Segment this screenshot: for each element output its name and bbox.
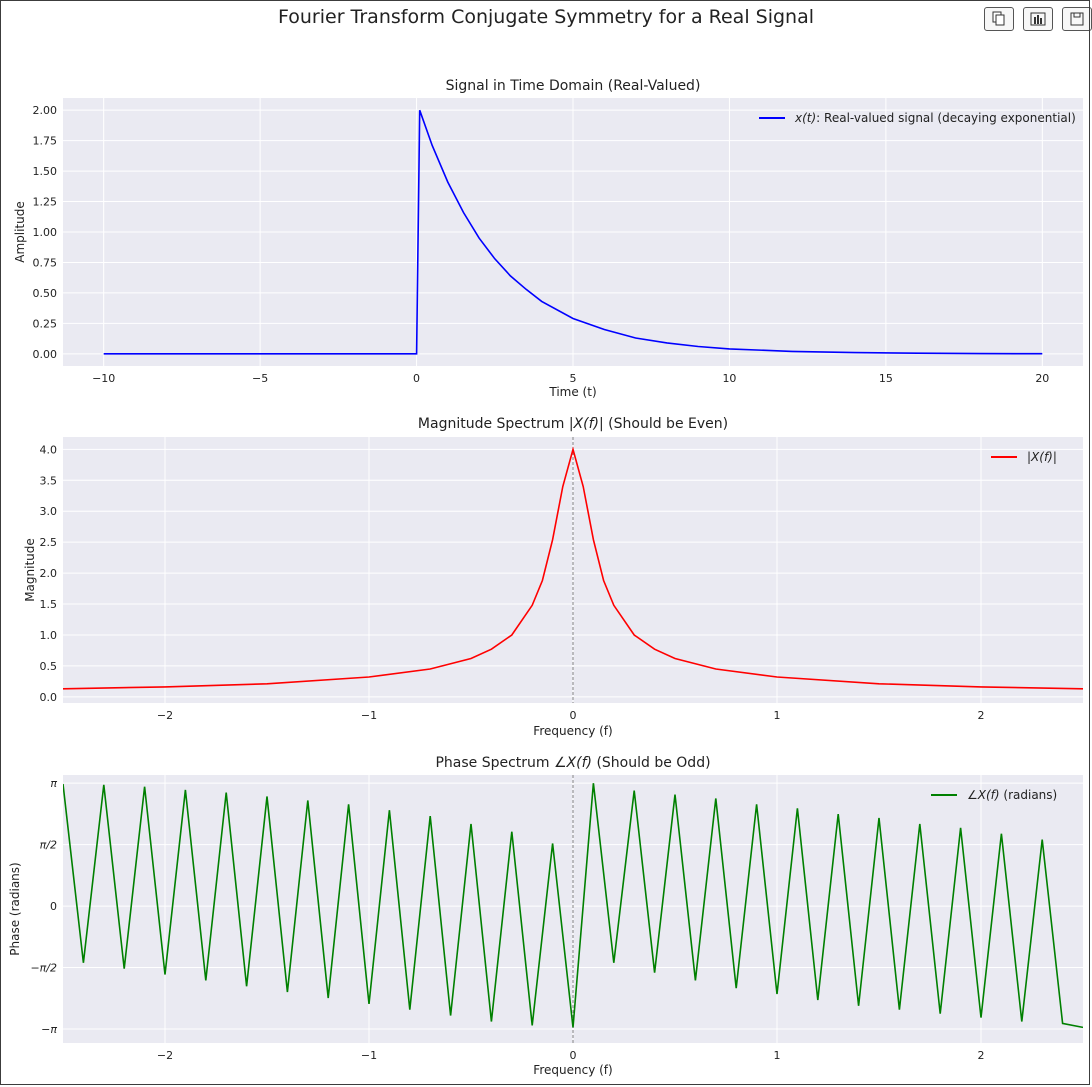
x-tick-label: −5 (252, 372, 268, 385)
x-tick-label: 2 (978, 709, 985, 722)
x-axis-label: Frequency (f) (533, 1063, 612, 1077)
x-tick-label: 5 (570, 372, 577, 385)
x-tick-label: 0 (413, 372, 420, 385)
y-tick-label: 1.25 (33, 196, 58, 209)
x-axis-label: Time (t) (548, 385, 596, 399)
figure-title: Fourier Transform Conjugate Symmetry for… (278, 6, 814, 28)
x-axis-label: Frequency (f) (533, 724, 612, 738)
y-axis-label: Magnitude (23, 538, 37, 602)
subplot-1: −10 −5 0 5 10 15 20 0.00 0.25 0.50 0.75 1.00 1.25 1.5… (13, 78, 1083, 399)
x-tick-label: 0 (570, 709, 577, 722)
subplot-title: Magnitude Spectrum |X(f)| (Should be Eve… (418, 416, 728, 432)
series-line (103, 109, 1043, 355)
copy-button[interactable] (984, 7, 1014, 31)
x-tick-label: 2 (978, 1049, 985, 1062)
y-tick-label: −π (41, 1023, 57, 1036)
x-tick-label: 1 (774, 1049, 781, 1062)
toolbar (984, 7, 1092, 31)
y-tick-label: 0.75 (33, 256, 58, 269)
y-tick-label: 2.5 (40, 536, 58, 549)
x-tick-label: 10 (722, 372, 736, 385)
legend: ∠X(f) (radians) (931, 788, 1057, 802)
copy-icon (992, 11, 1005, 26)
chart-button[interactable] (1023, 7, 1053, 31)
legend-label: |X(f)| (1027, 450, 1057, 464)
bar-chart-icon (1030, 12, 1046, 26)
y-tick-label: π/2 (40, 839, 57, 852)
legend: |X(f)| (991, 450, 1057, 464)
y-tick-label: 3.5 (40, 474, 58, 487)
x-tick-label: −2 (157, 1049, 173, 1062)
x-tick-label: −1 (361, 709, 377, 722)
subplot-3: −2 −1 0 1 2 −π −π/2 0 π/2 π Phase Spectrum ∠X(f) (… (8, 755, 1083, 1077)
legend-label: ∠X(f) (radians) (967, 788, 1057, 802)
y-tick-label: π (50, 777, 57, 790)
y-axis-label: Phase (radians) (8, 862, 22, 955)
save-button[interactable] (1062, 7, 1092, 31)
y-axis-label: Amplitude (13, 201, 27, 263)
x-tick-label: 0 (570, 1049, 577, 1062)
series-line (63, 783, 1083, 1029)
x-tick-label: −1 (361, 1049, 377, 1062)
y-tick-label: 0.25 (33, 317, 58, 330)
y-tick-label: 2.00 (33, 104, 58, 117)
y-tick-label: −π/2 (30, 962, 57, 975)
y-tick-label: 1.5 (40, 598, 58, 611)
x-tick-label: 1 (774, 709, 781, 722)
y-tick-label: 0.00 (33, 348, 58, 361)
y-tick-label: 4.0 (40, 443, 58, 456)
y-tick-label: 1.75 (33, 135, 58, 148)
legend-label: x(t): Real-valued signal (decaying expon… (794, 111, 1076, 125)
legend: x(t): Real-valued signal (decaying expon… (759, 111, 1076, 125)
subplot-title: Signal in Time Domain (Real-Valued) (446, 78, 701, 94)
y-tick-label: 0.50 (33, 287, 58, 300)
save-icon (1070, 12, 1084, 26)
x-tick-label: 20 (1035, 372, 1049, 385)
x-tick-label: 15 (879, 372, 893, 385)
y-tick-label: 1.0 (40, 629, 58, 642)
y-tick-label: 1.50 (33, 165, 58, 178)
x-tick-label: −2 (157, 709, 173, 722)
y-tick-label: 0.5 (40, 660, 58, 673)
y-tick-label: 2.0 (40, 567, 58, 580)
y-tick-label: 0.0 (40, 691, 58, 704)
y-tick-label: 3.0 (40, 505, 58, 518)
y-tick-label: 0 (50, 900, 57, 913)
x-tick-label: −10 (92, 372, 115, 385)
subplot-2: −2 −1 0 1 2 0.0 0.5 1.0 1.5 2.0 2.5 3.0 3.5 4.0 Magnit… (23, 416, 1083, 738)
series-line (63, 446, 1083, 690)
subplot-title: Phase Spectrum ∠X(f) (Should be Odd) (435, 755, 710, 771)
y-tick-label: 1.00 (33, 226, 58, 239)
